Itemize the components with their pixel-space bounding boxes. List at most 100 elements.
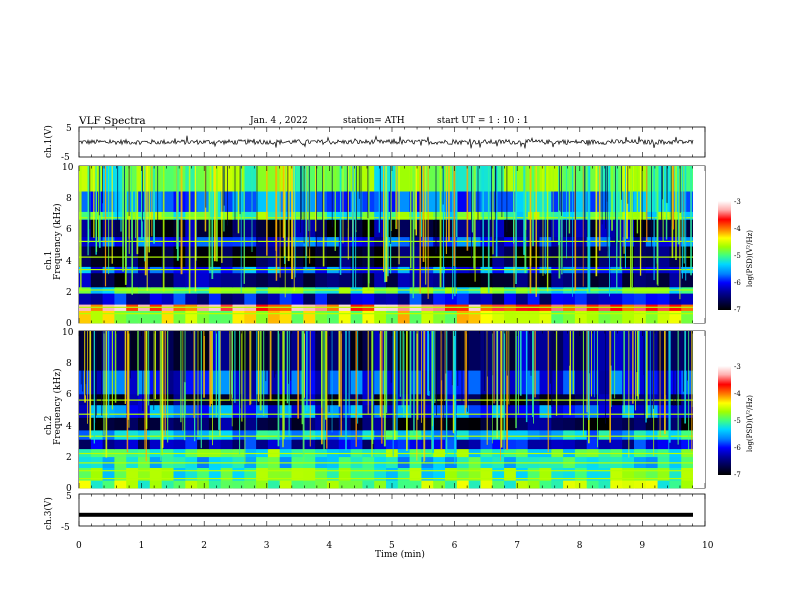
ch2-spec-cell: [610, 429, 623, 440]
ch2-spec-sferic: [304, 331, 305, 398]
ch1-spec-cell: [634, 272, 647, 288]
ch1-spec-cell: [551, 211, 564, 220]
ch2-spec-sferic: [500, 331, 501, 461]
ch2-spec-sferic: [309, 331, 311, 447]
ch1-ytick-10: 10: [62, 163, 74, 173]
ch2-spec-cell: [456, 439, 470, 450]
ch1-spec-sferic: [148, 166, 150, 253]
ch2-spec-cell: [574, 404, 588, 418]
ch2-spec-gap-streak: [288, 331, 289, 384]
ch1-spec-cell: [397, 211, 411, 220]
ch1-spec-cell: [421, 166, 434, 192]
ch1-spec-sferic: [214, 166, 216, 262]
ch2-spec-sferic: [664, 331, 666, 435]
ch1-spec-cell: [551, 191, 564, 212]
ch1-spec-cell: [480, 219, 493, 238]
ch1-spec-sferic: [396, 166, 398, 230]
ch1-spec-cell: [504, 191, 517, 212]
ch1-spec-sferic: [162, 166, 165, 292]
ch2-spec-sferic: [649, 331, 651, 407]
ch1-spec-sferic: [482, 166, 484, 272]
ch1-spec-cell: [256, 272, 269, 288]
ch2-spec-gap-streak: [509, 331, 510, 407]
ch1-spec-gap-streak: [128, 166, 130, 217]
ch2-spec-sferic: [323, 331, 325, 451]
ch1-spec-gap-streak: [670, 166, 672, 227]
time-tick-label: 4: [326, 541, 332, 551]
ch2-spec-sferic: [357, 331, 359, 424]
ch1-spec-cell: [527, 293, 541, 305]
ch1-spec-gap-streak: [651, 166, 652, 256]
ch2-spec-cell: [657, 439, 670, 450]
ch1-spec-cell: [681, 310, 694, 324]
ch2-spec-sferic: [519, 331, 522, 396]
ch2-ytick-8: 8: [66, 359, 72, 369]
ch2-spec-sferic: [345, 331, 347, 451]
ch1-spec-sferic: [683, 166, 685, 264]
ch1-spec-sferic: [587, 166, 590, 289]
ch2-spec-cell: [303, 404, 316, 418]
ch1-spec-gap-streak: [98, 166, 100, 216]
ch1-spec-sferic: [355, 166, 357, 291]
ch1-spec-gap-streak: [561, 166, 562, 216]
ch2-spec-sferic: [114, 331, 117, 403]
ch2-spec-cell: [610, 331, 623, 371]
ch2-spec-cell: [669, 439, 682, 450]
ch2-spec-cell: [504, 429, 517, 440]
ch1-spec-sferic: [80, 166, 82, 291]
ch1-spec-gap-streak: [421, 166, 422, 212]
ch1-spec-cell: [149, 219, 163, 238]
ch1-spec-cell: [421, 191, 434, 212]
ch2-spec-cell: [291, 417, 304, 431]
ch2-spec-sferic: [89, 331, 92, 439]
ch2-spec-gap-streak: [95, 331, 96, 423]
ch1-spec-cell: [267, 293, 281, 305]
ch1-spec-cell: [515, 191, 529, 212]
ch2-spec-sferic: [249, 331, 251, 406]
ch1-spec-cell: [161, 191, 175, 212]
ch1-cb-tick-m4: -4: [734, 225, 741, 233]
ch1-spec-blank-tail: [693, 166, 705, 323]
ch1-spec-sferic: [685, 166, 687, 281]
ch1-spec-cell: [504, 272, 517, 288]
ch2-spec-cell: [586, 370, 600, 395]
ch1-spec-sferic: [524, 166, 527, 274]
ch2-spec-sferic: [586, 331, 588, 413]
ch1-spec-cell: [456, 211, 470, 220]
ch2-spec-cell: [79, 417, 92, 431]
ch2-spec-cell: [149, 480, 163, 489]
ch1-spec-cell: [244, 211, 257, 220]
ch1-spec-cell: [551, 272, 564, 288]
ch1-spec-cell: [197, 272, 210, 288]
ch2-spec-cell: [197, 429, 210, 440]
ch2-spec-cell: [657, 417, 670, 431]
ch1-spec-cell: [197, 310, 210, 324]
ch2-spec-cell: [327, 429, 340, 440]
ch2-spec-cell: [232, 480, 245, 489]
ch1-spec-cell: [433, 293, 446, 305]
ch2-spec-cell: [445, 480, 458, 489]
ch1-spec-cell: [657, 191, 670, 212]
ch2-spec-cell: [657, 429, 670, 440]
ch2-spec-cell: [539, 429, 552, 440]
ch1-spec-cell: [456, 166, 470, 192]
ch1-spec-cell: [291, 211, 304, 220]
ch1-spec-cell: [433, 211, 446, 220]
ch2-spec-gap-streak: [457, 331, 459, 386]
ch1-spec-gap-streak: [287, 166, 289, 238]
ch1-spec-gap-streak: [356, 166, 357, 231]
ch2-spec-cell: [197, 417, 210, 431]
ch2-spec-sferic: [628, 331, 630, 458]
ch2-spec-sferic: [277, 331, 280, 447]
ch2-spec-cell: [79, 429, 92, 440]
ch1-spec-sferic: [466, 166, 469, 251]
ch1-spec-cell: [291, 272, 304, 288]
ch1-spec-sferic: [367, 166, 370, 291]
ch1-spec-cell: [303, 272, 316, 288]
ch1-spec-cell: [515, 219, 529, 238]
ch2-spec-cell: [303, 480, 316, 489]
ch1-spec-cell: [279, 310, 293, 324]
ch1-spec-gap-streak: [234, 166, 236, 234]
ch2-spec-cell: [185, 429, 198, 440]
ch2-spec-cell: [185, 331, 198, 371]
